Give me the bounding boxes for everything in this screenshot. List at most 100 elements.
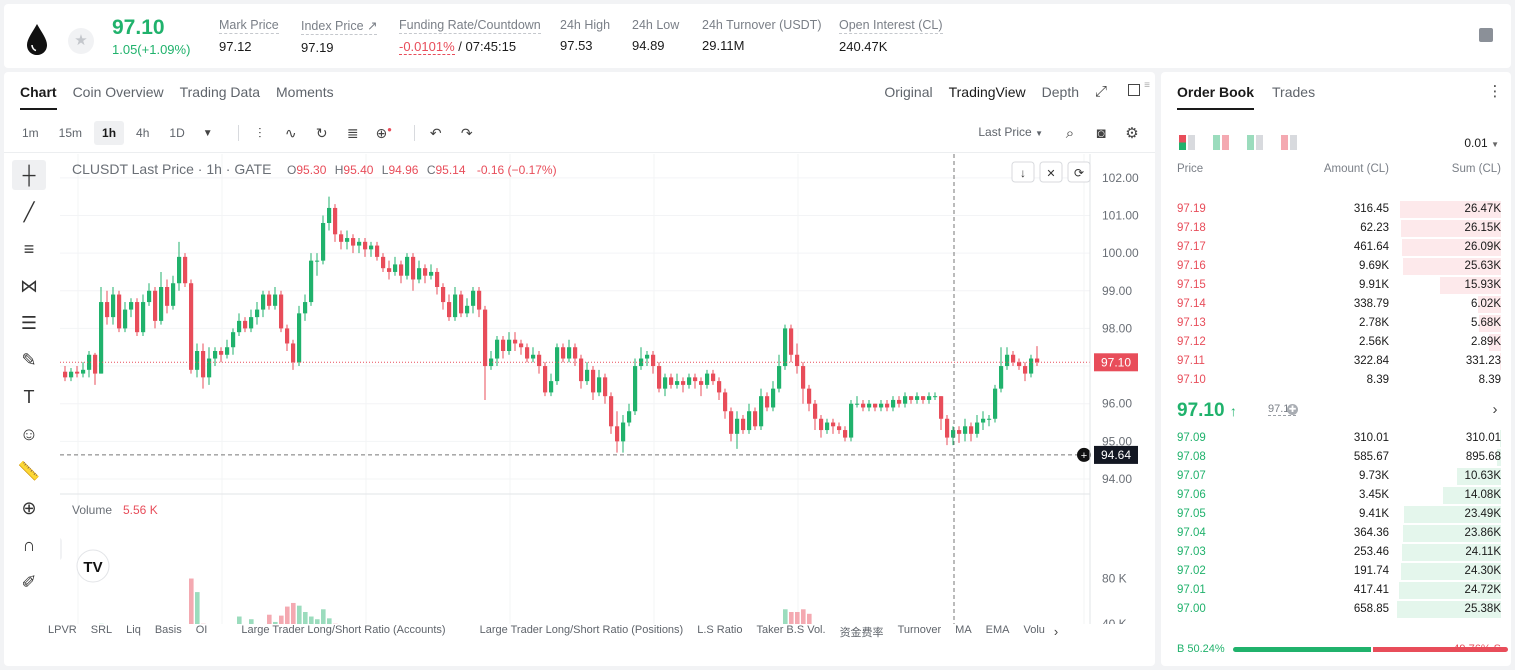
candle-body bbox=[831, 422, 836, 427]
indicator-item[interactable]: Large Trader Long/Short Ratio (Accounts) bbox=[241, 624, 446, 636]
mode-split-icon[interactable] bbox=[1213, 135, 1230, 150]
fib-icon[interactable]: ☰ bbox=[20, 312, 38, 333]
indicator-item[interactable]: Liq bbox=[126, 624, 141, 636]
redo-icon[interactable]: ↷ bbox=[460, 124, 473, 141]
horizontal-lines-icon[interactable]: ≡ bbox=[23, 238, 35, 259]
trendline-icon[interactable]: ╱ bbox=[23, 201, 35, 222]
indicator-item[interactable]: SRL bbox=[90, 624, 113, 636]
timeframe-1h[interactable]: 1h bbox=[94, 121, 125, 145]
bid-row[interactable]: 97.08 585.67 895.68 bbox=[1161, 448, 1511, 467]
templates-icon[interactable]: ≣ bbox=[346, 124, 359, 141]
indicator-item[interactable]: Basis bbox=[154, 624, 182, 636]
indicator-item[interactable]: EMA bbox=[985, 624, 1010, 636]
magnet-icon[interactable]: ∩ bbox=[22, 534, 36, 555]
tab-trading-data[interactable]: Trading Data bbox=[179, 84, 261, 100]
ask-row[interactable]: 97.11 322.84 331.23 bbox=[1161, 352, 1511, 371]
depth-bar bbox=[1402, 239, 1501, 256]
timeframe-4h[interactable]: 4h bbox=[136, 126, 150, 140]
bid-row[interactable]: 97.07 9.73K 10.63K bbox=[1161, 467, 1511, 486]
expand-icon[interactable]: ⤢ bbox=[1094, 83, 1107, 100]
timeframe-15m[interactable]: 15m bbox=[58, 126, 83, 140]
bid-row[interactable]: 97.06 3.45K 14.08K bbox=[1161, 486, 1511, 505]
timeframe-1d[interactable]: 1D bbox=[169, 126, 185, 140]
favorite-star-icon[interactable]: ★ bbox=[68, 28, 94, 54]
ruler-icon[interactable]: 📏 bbox=[17, 460, 41, 481]
indicator-item[interactable]: Large Trader Long/Short Ratio (Positions… bbox=[479, 624, 684, 636]
add-alert-icon[interactable]: ⊕● bbox=[375, 124, 393, 141]
candle-body bbox=[93, 354, 98, 374]
reset-button[interactable]: ⟳ bbox=[1067, 161, 1091, 183]
pattern-icon[interactable]: ⋈ bbox=[20, 275, 38, 296]
row-price: 97.01 bbox=[1177, 584, 1206, 596]
ask-row[interactable]: 97.14 338.79 6.02K bbox=[1161, 295, 1511, 314]
panel-grip-icon[interactable]: ≡ bbox=[1144, 80, 1150, 91]
indicator-item[interactable]: 资金费率 bbox=[839, 627, 884, 639]
mode-asks-icon[interactable] bbox=[1281, 135, 1298, 150]
mode-both-icon[interactable] bbox=[1179, 135, 1196, 150]
chevron-right-icon[interactable]: › bbox=[1053, 624, 1059, 639]
mode-bids-icon[interactable] bbox=[1247, 135, 1264, 150]
candle-type-icon[interactable]: ⫶ bbox=[257, 124, 262, 141]
scroll-down-button[interactable]: ↓ bbox=[1011, 161, 1035, 183]
indicator-item[interactable]: OI bbox=[195, 624, 208, 636]
ask-row[interactable]: 97.12 2.56K 2.89K bbox=[1161, 333, 1511, 352]
crosshair-icon[interactable]: ┼ bbox=[12, 160, 46, 190]
view-original[interactable]: Original bbox=[884, 84, 933, 100]
emoji-icon[interactable]: ☺ bbox=[19, 423, 39, 444]
bid-row[interactable]: 97.03 253.46 24.11K bbox=[1161, 543, 1511, 562]
bid-row[interactable]: 97.04 364.36 23.86K bbox=[1161, 524, 1511, 543]
timeframe-1m[interactable]: 1m bbox=[22, 126, 39, 140]
indicator-item[interactable]: MA bbox=[955, 624, 972, 636]
bid-row[interactable]: 97.01 417.41 24.72K bbox=[1161, 581, 1511, 600]
candle-body bbox=[573, 347, 578, 359]
tab-coin-overview[interactable]: Coin Overview bbox=[72, 84, 164, 100]
collapse-left-button[interactable]: ‹ bbox=[60, 538, 62, 560]
book-icon[interactable] bbox=[1479, 28, 1493, 42]
bid-row[interactable]: 97.09 310.01 310.01 bbox=[1161, 429, 1511, 448]
brush-icon[interactable]: ✎ bbox=[21, 349, 37, 370]
candle-body bbox=[129, 302, 134, 310]
text-icon[interactable]: T bbox=[23, 386, 35, 407]
ask-row[interactable]: 97.16 9.69K 25.63K bbox=[1161, 257, 1511, 276]
price-chart[interactable]: 102.00101.00100.0099.0098.0097.0096.0095… bbox=[60, 154, 1145, 624]
precision-select[interactable]: 0.01 ▼ bbox=[1464, 136, 1499, 150]
bid-row[interactable]: 97.05 9.41K 23.49K bbox=[1161, 505, 1511, 524]
indicator-item[interactable]: L.S Ratio bbox=[697, 624, 743, 636]
replay-icon[interactable]: ↻ bbox=[315, 124, 328, 141]
ask-row[interactable]: 97.15 9.91K 15.93K bbox=[1161, 276, 1511, 295]
chevron-down-icon[interactable]: ▼ bbox=[202, 127, 213, 139]
window-icon[interactable] bbox=[1126, 84, 1142, 100]
indicator-item[interactable]: Volu bbox=[1023, 624, 1045, 636]
indicator-item[interactable]: Taker B.S Vol. bbox=[756, 624, 826, 636]
indicators-icon[interactable]: ∿ bbox=[284, 124, 297, 141]
row-sum: 331.23 bbox=[1465, 355, 1501, 367]
bid-row[interactable]: 97.00 658.85 25.38K bbox=[1161, 600, 1511, 619]
chevron-right-icon[interactable]: › bbox=[1492, 401, 1498, 418]
ask-row[interactable]: 97.13 2.78K 5.68K bbox=[1161, 314, 1511, 333]
tab-chart[interactable]: Chart bbox=[20, 84, 57, 110]
pencil-lock-icon[interactable]: ✐ bbox=[21, 571, 37, 592]
candle-body bbox=[219, 351, 224, 355]
collapse-button[interactable]: ✕ bbox=[1039, 161, 1063, 183]
ask-row[interactable]: 97.17 461.64 26.09K bbox=[1161, 238, 1511, 257]
view-depth[interactable]: Depth bbox=[1041, 84, 1079, 100]
ask-row[interactable]: 97.18 62.23 26.15K bbox=[1161, 219, 1511, 238]
zoom-in-icon[interactable]: ⊕ bbox=[21, 497, 37, 518]
stat-index-price[interactable]: Index Price ↗ 97.19 bbox=[301, 19, 378, 55]
indicator-item[interactable]: LPVR bbox=[48, 624, 77, 636]
tab-moments[interactable]: Moments bbox=[276, 84, 334, 100]
tab-trades[interactable]: Trades bbox=[1272, 84, 1316, 100]
bid-row[interactable]: 97.02 191.74 24.30K bbox=[1161, 562, 1511, 581]
camera-icon[interactable]: ◙ bbox=[1096, 125, 1106, 142]
view-tradingview[interactable]: TradingView bbox=[948, 84, 1026, 100]
tab-order-book[interactable]: Order Book bbox=[1177, 84, 1255, 110]
more-menu-icon[interactable]: ⋮ bbox=[1487, 83, 1503, 100]
search-icon[interactable]: ⌕ bbox=[1065, 125, 1075, 142]
gear-icon[interactable]: ⚙ bbox=[1125, 125, 1139, 142]
candle-body bbox=[975, 422, 980, 434]
undo-icon[interactable]: ↶ bbox=[429, 124, 442, 141]
price-source-select[interactable]: Last Price ▼ bbox=[978, 125, 1043, 139]
indicator-item[interactable]: Turnover bbox=[897, 624, 942, 636]
ask-row[interactable]: 97.19 316.45 26.47K bbox=[1161, 200, 1511, 219]
ask-row[interactable]: 97.10 8.39 8.39 bbox=[1161, 371, 1511, 390]
